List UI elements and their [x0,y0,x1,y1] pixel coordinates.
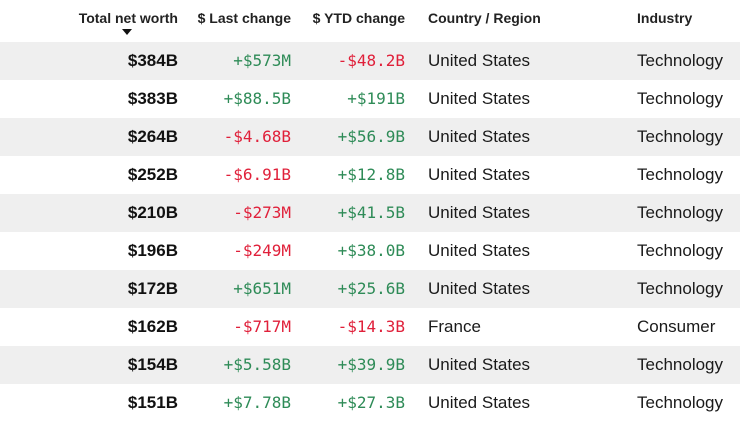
ytd-change-cell: +$38.0B [337,241,405,260]
industry-cell: Technology [637,203,724,222]
net-worth-cell: $383B [127,89,178,108]
table-row[interactable]: $196B -$249M +$38.0B United States Technolog… [0,232,740,270]
country-cell: United States [428,241,531,260]
table-row[interactable]: $154B +$5.58B +$39.9B United States Technolo… [0,346,740,384]
industry-cell: Consumer [637,317,716,336]
table-row[interactable]: $383B +$88.5B +$191B United States Technolog… [0,80,740,118]
header-last-change[interactable]: $ Last change [197,10,291,26]
ytd-change-cell: -$48.2B [337,51,405,70]
industry-cell: Technology [637,89,724,108]
ytd-change-cell: +$56.9B [337,127,405,146]
country-cell: United States [428,165,531,184]
industry-cell: Technology [637,51,724,70]
table-row[interactable]: $172B +$651M +$25.6B United States Technolog… [0,270,740,308]
last-change-cell: -$717M [233,317,291,336]
country-cell: United States [428,279,531,298]
header-total-net-worth[interactable]: Total net worth [78,10,178,26]
sort-descending-icon[interactable] [122,29,132,35]
table-row[interactable]: $162B -$717M -$14.3B France Consumer [0,308,740,346]
last-change-cell: +$573M [233,51,291,70]
net-worth-cell: $172B [127,279,178,298]
ytd-change-cell: +$191B [347,89,405,108]
net-worth-cell: $162B [127,317,178,336]
industry-cell: Technology [637,393,724,412]
header-country-region[interactable]: Country / Region [428,10,541,26]
last-change-cell: -$273M [233,203,291,222]
header-industry[interactable]: Industry [637,10,693,26]
industry-cell: Technology [637,279,724,298]
country-cell: United States [428,203,531,222]
ytd-change-cell: +$12.8B [337,165,405,184]
industry-cell: Technology [637,127,724,146]
table-body: $384B +$573M -$48.2B United States Technolog… [0,42,740,422]
country-cell: United States [428,51,531,70]
table-row[interactable]: $210B -$273M +$41.5B United States Technolog… [0,194,740,232]
ytd-change-cell: +$25.6B [337,279,405,298]
table-row[interactable]: $264B -$4.68B +$56.9B United States Technolo… [0,118,740,156]
last-change-cell: -$6.91B [223,165,291,184]
industry-cell: Technology [637,165,724,184]
ytd-change-cell: -$14.3B [337,317,405,336]
last-change-cell: +$651M [233,279,291,298]
country-cell: France [428,317,481,336]
industry-cell: Technology [637,241,724,260]
net-worth-cell: $384B [127,51,178,70]
last-change-cell: +$5.58B [223,355,291,374]
net-worth-cell: $252B [127,165,178,184]
ytd-change-cell: +$41.5B [337,203,405,222]
net-worth-cell: $210B [127,203,178,222]
country-cell: United States [428,355,531,374]
net-worth-cell: $154B [127,355,178,374]
country-cell: United States [428,393,531,412]
net-worth-cell: $264B [127,127,178,146]
table-row[interactable]: $151B +$7.78B +$27.3B United States Technolo… [0,384,740,422]
last-change-cell: +$88.5B [223,89,291,108]
table-row[interactable]: $252B -$6.91B +$12.8B United States Technolo… [0,156,740,194]
table-header: Total net worth $ Last change $ YTD chan… [0,0,740,42]
net-worth-cell: $196B [127,241,178,260]
ytd-change-cell: +$27.3B [337,393,405,412]
net-worth-cell: $151B [127,393,178,412]
table-row[interactable]: $384B +$573M -$48.2B United States Technolog… [0,42,740,80]
country-cell: United States [428,89,531,108]
last-change-cell: +$7.78B [223,393,291,412]
last-change-cell: -$249M [233,241,291,260]
industry-cell: Technology [637,355,724,374]
country-cell: United States [428,127,531,146]
header-ytd-change[interactable]: $ YTD change [312,10,405,26]
ytd-change-cell: +$39.9B [337,355,405,374]
last-change-cell: -$4.68B [223,127,291,146]
